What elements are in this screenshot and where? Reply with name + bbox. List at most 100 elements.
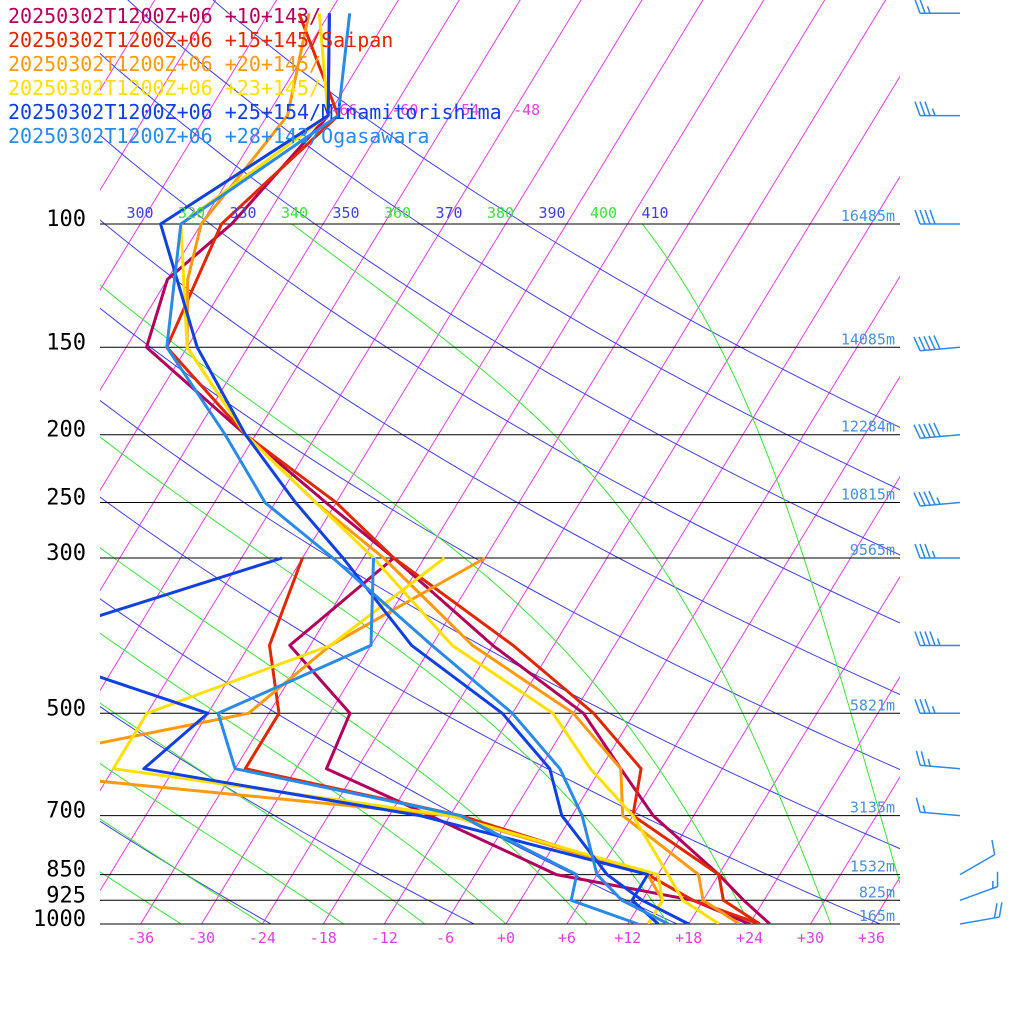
height-label: 3135m — [850, 799, 895, 817]
temperature-line — [185, 12, 741, 924]
moist-adiabat-line — [100, 818, 263, 924]
wind-barb — [913, 422, 961, 439]
height-label: 825m — [859, 883, 895, 901]
wind-barb-feather — [933, 335, 941, 350]
wind-barb — [914, 699, 960, 715]
isotherm-line — [749, 675, 900, 924]
legend-entry: 20250302T1200Z+06 +15+145/Saipan — [8, 28, 393, 52]
isotherm-line — [627, 475, 900, 924]
sounding-series — [100, 12, 771, 924]
dry-adiabat-line — [100, 496, 881, 924]
wind-barb-staff — [959, 853, 996, 876]
wind-barb-feather — [924, 209, 931, 225]
dewpoint-line — [100, 556, 660, 924]
wind-barb-feather — [914, 0, 921, 14]
wind-barb — [914, 0, 960, 15]
dewpoint-line — [216, 557, 639, 924]
pressure-label: 300 — [46, 541, 86, 566]
isotherm-line — [993, 0, 1024, 924]
isotherm-line — [261, 0, 826, 924]
potential-temperature-labels: 300 320 330 340 350 360 370 380 390 400 410 — [126, 204, 668, 222]
wind-barb-half-feather — [926, 6, 931, 14]
wind-barb-feather — [924, 631, 931, 646]
wind-barb-half-feather — [931, 108, 936, 116]
dry-adiabat-line — [100, 598, 678, 924]
wind-barb-half-feather — [922, 805, 926, 813]
isotherm-line — [444, 175, 900, 924]
height-label: 1532m — [850, 858, 895, 876]
potential-temperature-label: 390 — [538, 204, 565, 222]
wind-barb — [914, 101, 960, 117]
height-label: 12284m — [841, 418, 895, 436]
wind-barb-feather — [914, 631, 921, 646]
wind-barb-feather — [918, 423, 926, 439]
legend-entry: 20250302T1200Z+06 +23+145/ — [8, 76, 321, 100]
potential-temperature-label: 330 — [229, 204, 256, 222]
dry-adiabat-lines — [100, 0, 900, 924]
wind-barb-feather — [929, 209, 936, 225]
isotherm-line — [810, 775, 900, 924]
wind-barb-feather — [915, 797, 921, 813]
wind-barb — [959, 839, 996, 876]
temperature-tick-label: -24 — [249, 929, 276, 947]
dewpoint-line — [100, 556, 664, 924]
potential-temperature-label: 370 — [435, 204, 462, 222]
isotherm-line — [140, 0, 704, 924]
wind-barb-feather — [919, 631, 926, 646]
moist-adiabat-line — [100, 547, 588, 924]
height-labels: 16485m 14085m 12284m 10815m 9565m 5821m 3135m 1… — [841, 207, 895, 925]
isotherm-line — [505, 275, 900, 924]
wind-barb-feather — [918, 336, 926, 351]
isotherm-line — [100, 0, 521, 692]
temperature-tick-label: +12 — [614, 929, 641, 947]
wind-barb-feather — [913, 424, 921, 439]
pressure-label: 700 — [46, 799, 86, 824]
temperature-tick-label: -6 — [436, 929, 454, 947]
moist-adiabat-line — [642, 223, 900, 886]
isotherm-line — [100, 0, 460, 592]
temperature-tick-label: +18 — [675, 929, 702, 947]
wind-barb-feather — [919, 101, 926, 116]
wind-barb-feather — [991, 839, 996, 855]
height-label: 165m — [859, 907, 895, 925]
legend-entry: 20250302T1200Z+06 +10+143/ — [8, 4, 321, 28]
wind-barb-feather — [913, 336, 921, 352]
isotherm-line — [322, 0, 887, 924]
wind-barbs — [913, 0, 1003, 925]
wind-barb-feather — [929, 631, 936, 646]
wind-barb-feather — [914, 209, 921, 225]
potential-temperature-label: 400 — [590, 204, 617, 222]
wind-barb-staff — [920, 764, 961, 770]
temperature-tick-label: +0 — [497, 929, 515, 947]
wind-barb-feather — [919, 699, 926, 714]
dry-adiabat-line — [100, 399, 900, 850]
wind-barb-half-feather — [936, 638, 941, 646]
upper-temperature-label: -66 — [330, 101, 357, 119]
wind-barb-half-feather — [931, 550, 936, 559]
wind-barb — [959, 871, 999, 902]
dry-adiabat-line — [100, 219, 900, 696]
dry-adiabat-line — [100, 134, 900, 624]
wind-barb — [915, 750, 961, 770]
legend-entry: 20250302T1200Z+06 +25+154/Minamitorishim… — [8, 100, 502, 124]
dry-adiabat-line — [127, 0, 900, 491]
wind-barb-feather — [923, 423, 931, 438]
wind-barb — [913, 490, 961, 507]
isotherm-line — [100, 0, 643, 892]
potential-temperature-label: 410 — [641, 204, 668, 222]
dry-adiabat-line — [100, 706, 475, 924]
upper-temperature-labels: -66 -60 -54 -48 — [330, 101, 540, 119]
temperature-tick-label: +6 — [558, 929, 576, 947]
temperature-line — [165, 12, 761, 924]
wind-barb-feather — [919, 0, 926, 14]
temperature-line — [179, 13, 720, 924]
wind-barb-feather — [914, 699, 921, 714]
wind-barb-feather — [928, 423, 936, 438]
temperature-line — [165, 13, 670, 924]
wind-barb-staff — [920, 501, 961, 507]
legend-entry: 20250302T1200Z+06 +20+145/ — [8, 52, 321, 76]
legend: 20250302T1200Z+06 +10+143/20250302T1200Z… — [8, 4, 502, 148]
isotherm-line — [688, 575, 900, 924]
wind-barb-feather — [924, 543, 931, 559]
upper-temperature-label: -60 — [391, 101, 418, 119]
